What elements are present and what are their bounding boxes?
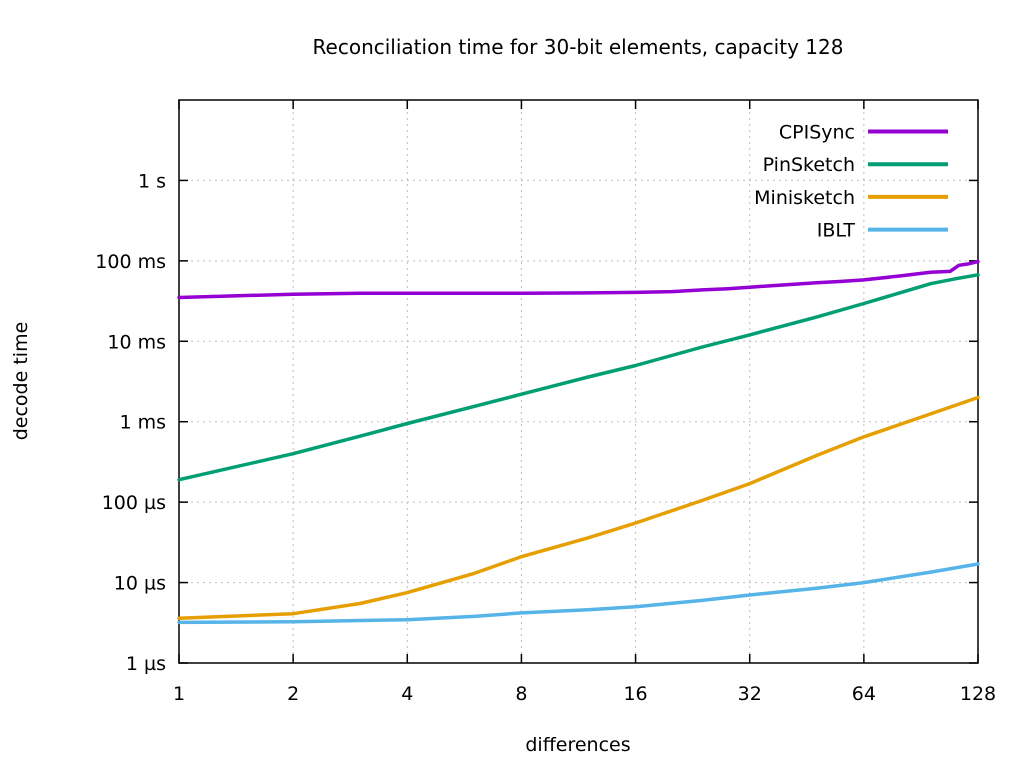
y-tick-label: 100 ms — [95, 251, 166, 273]
x-tick-label: 64 — [852, 683, 876, 705]
y-axis-label: decode time — [10, 322, 32, 441]
series-lines — [177, 259, 980, 625]
legend: CPISync PinSketch Minisketch IBLT — [754, 122, 948, 242]
tick-labels: 1 2 4 8 16 32 64 128 1 µs 10 µs 100 µs 1 ms 10 ms 100… — [95, 170, 996, 705]
gridlines — [179, 100, 978, 663]
y-tick-label: 10 µs — [114, 573, 166, 595]
plot-border — [178, 99, 979, 664]
x-axis-label: differences — [525, 734, 630, 756]
legend-label-minisketch: Minisketch — [754, 187, 855, 209]
y-tick-label: 100 µs — [102, 492, 166, 514]
x-tick-label: 8 — [515, 683, 527, 705]
x-tick-label: 32 — [738, 683, 762, 705]
y-tick-label: 1 ms — [119, 412, 166, 434]
chart-title: Reconciliation time for 30-bit elements,… — [313, 35, 844, 59]
legend-label-iblt: IBLT — [817, 220, 856, 242]
y-tick-label: 1 µs — [126, 653, 166, 675]
y-tick-label: 10 ms — [107, 331, 166, 353]
series-line-cpisync — [177, 259, 980, 300]
x-tick-label: 4 — [401, 683, 413, 705]
series-line-pinsketch — [177, 273, 980, 482]
x-tick-label: 16 — [623, 683, 647, 705]
series-line-iblt — [177, 562, 980, 625]
series-line-minisketch — [177, 395, 980, 621]
legend-label-pinsketch: PinSketch — [763, 154, 855, 176]
x-tick-label: 2 — [287, 683, 299, 705]
legend-label-cpisync: CPISync — [779, 122, 855, 144]
x-tick-label: 1 — [173, 683, 185, 705]
axes — [178, 99, 979, 664]
y-tick-label: 1 s — [138, 170, 166, 192]
x-tick-label: 128 — [960, 683, 996, 705]
